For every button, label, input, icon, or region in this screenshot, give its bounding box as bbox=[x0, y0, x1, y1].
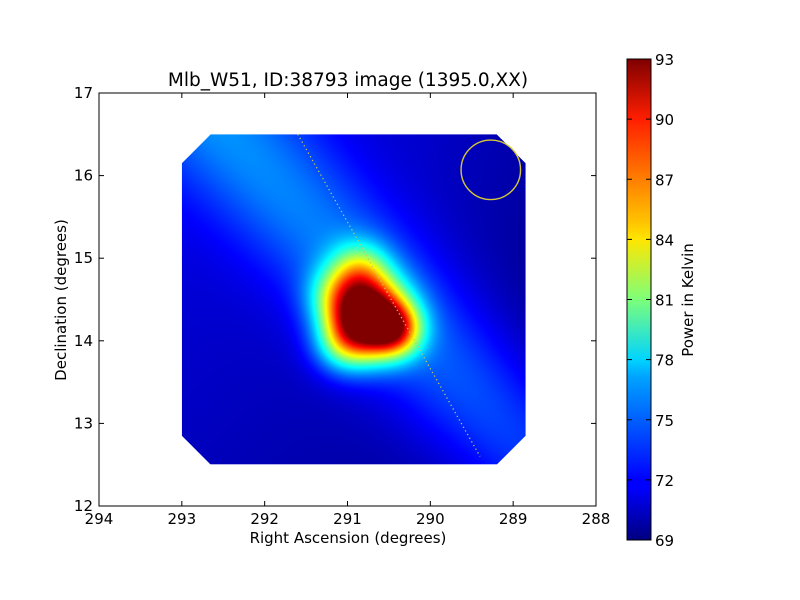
colorbar-tick-label: 84 bbox=[655, 231, 674, 249]
colorbar-tick-label: 75 bbox=[655, 412, 674, 430]
x-axis-label: Right Ascension (degrees) bbox=[250, 529, 447, 547]
beam-circle bbox=[460, 139, 522, 201]
chart-title: Mlb_W51, ID:38793 image (1395.0,XX) bbox=[168, 70, 528, 91]
colorbar-tick-label: 81 bbox=[655, 292, 674, 310]
colorbar-tick-label: 90 bbox=[655, 111, 674, 129]
heatmap-image bbox=[181, 134, 526, 465]
x-axis-ticks: 294 293 292 291 290 289 288 bbox=[85, 93, 611, 528]
y-axis-ticks: 12 13 14 15 16 17 bbox=[74, 84, 596, 515]
colorbar-tick-label: 72 bbox=[655, 472, 674, 490]
x-tick-label: 293 bbox=[168, 510, 197, 528]
colorbar-tick-label: 93 bbox=[655, 51, 674, 69]
y-tick-label: 15 bbox=[74, 249, 93, 267]
y-tick-label: 16 bbox=[74, 167, 93, 185]
y-tick-label: 14 bbox=[74, 332, 93, 350]
x-tick-label: 289 bbox=[499, 510, 528, 528]
heatmap-image-group bbox=[181, 134, 526, 465]
y-tick-label: 12 bbox=[74, 497, 93, 515]
y-axis-label: Declination (degrees) bbox=[52, 219, 70, 381]
x-tick-label: 288 bbox=[582, 510, 611, 528]
colorbar-tick-label: 69 bbox=[655, 532, 674, 550]
scan-line bbox=[297, 133, 481, 457]
colorbar-label: Power in Kelvin bbox=[679, 243, 697, 357]
y-tick-label: 13 bbox=[74, 414, 93, 432]
colorbar-tick-label: 78 bbox=[655, 352, 674, 370]
x-tick-label: 290 bbox=[416, 510, 445, 528]
colorbar-tick-label: 87 bbox=[655, 171, 674, 189]
x-tick-label: 292 bbox=[250, 510, 279, 528]
colorbar-ticks: 69 72 75 78 81 84 87 90 93 bbox=[627, 51, 674, 550]
x-tick-label: 294 bbox=[85, 510, 114, 528]
x-tick-label: 291 bbox=[333, 510, 362, 528]
y-tick-label: 17 bbox=[74, 84, 93, 102]
